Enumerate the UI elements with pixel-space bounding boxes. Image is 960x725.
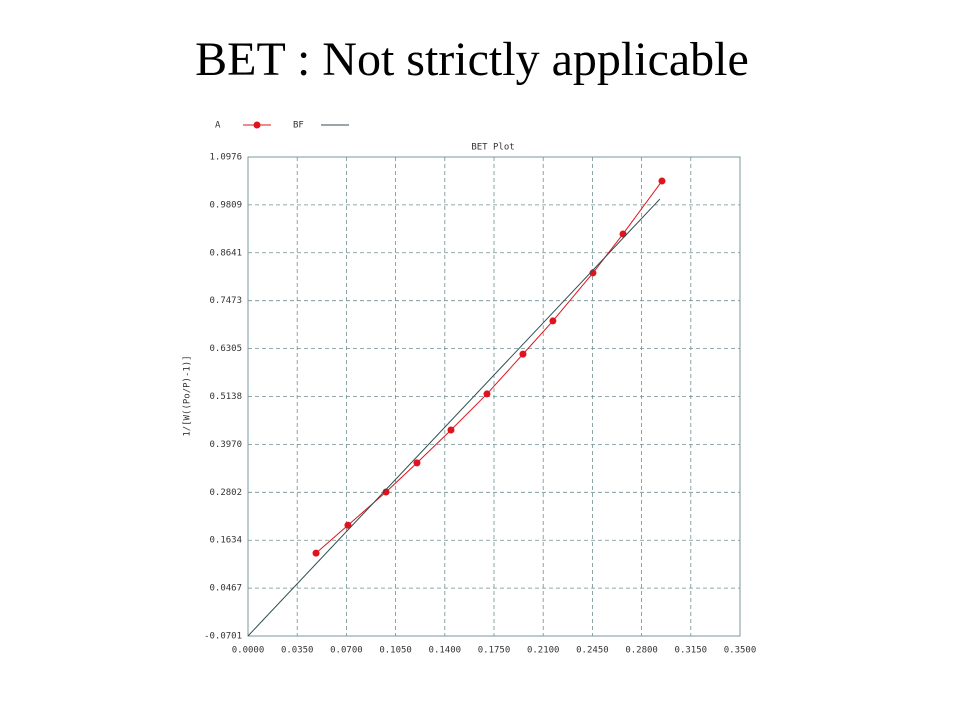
y-tick-label: 0.1634 (209, 536, 242, 546)
y-tick-label: 0.7473 (209, 296, 242, 306)
plot-frame (247, 156, 741, 637)
x-tick-label: 0.1750 (478, 646, 511, 656)
x-tick-label: 0.0000 (232, 646, 265, 656)
y-tick-label: 0.3970 (209, 440, 242, 450)
legend-marker (253, 121, 261, 129)
legend-label: A (215, 121, 221, 131)
series-line (247, 198, 661, 637)
data-point (549, 317, 557, 325)
y-tick-label: 0.2802 (209, 488, 242, 498)
x-tick-label: 0.2450 (576, 646, 609, 656)
data-point (658, 177, 666, 185)
x-tick-label: 0.3150 (675, 646, 708, 656)
x-tick-label: 0.1400 (429, 646, 462, 656)
data-point (382, 488, 390, 496)
data-point (413, 459, 421, 467)
x-tick-label: 0.1050 (379, 646, 412, 656)
data-point (344, 521, 352, 529)
data-point (447, 426, 455, 434)
y-tick-label: 0.8641 (209, 248, 242, 258)
data-point (519, 350, 527, 358)
slide-title: BET : Not strictly applicable (195, 33, 749, 86)
chart-title: BET Plot (471, 143, 514, 153)
x-tick-label: 0.2100 (527, 646, 560, 656)
data-point (312, 549, 320, 557)
y-tick-label: 0.6305 (209, 344, 242, 354)
y-tick-label: 0.5138 (209, 392, 242, 402)
series-line (315, 180, 663, 554)
legend-label: BF (293, 121, 304, 131)
data-point (483, 390, 491, 398)
x-tick-label: 0.0350 (281, 646, 314, 656)
y-tick-label: 1.0976 (209, 153, 242, 163)
data-point (619, 230, 627, 238)
y-tick-label: 0.9809 (209, 200, 242, 210)
data-point (589, 269, 597, 277)
x-tick-label: 0.3500 (724, 646, 757, 656)
y-tick-label: 0.0467 (209, 584, 242, 594)
x-tick-label: 0.0700 (330, 646, 363, 656)
y-axis-label: 1/[W((Po/P)-1)] (183, 355, 193, 436)
y-tick-label: -0.0701 (204, 632, 242, 642)
x-tick-label: 0.2800 (625, 646, 658, 656)
